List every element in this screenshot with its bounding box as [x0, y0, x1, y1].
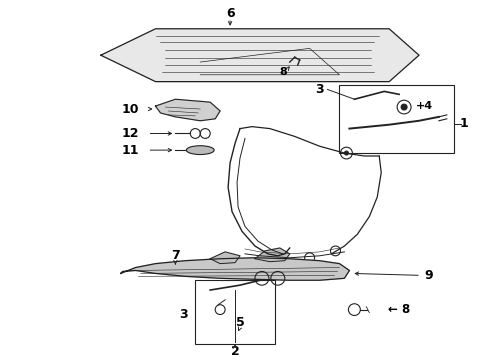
Text: 2: 2	[231, 345, 240, 358]
Text: 7: 7	[171, 249, 180, 262]
Text: 10: 10	[122, 103, 139, 116]
Text: 1: 1	[460, 117, 468, 130]
Bar	[340, 85, 454, 153]
Bar	[196, 280, 275, 344]
Circle shape	[344, 151, 348, 155]
Text: 5: 5	[236, 316, 245, 329]
Ellipse shape	[186, 146, 214, 154]
Text: 3: 3	[315, 83, 324, 96]
Text: 6: 6	[226, 6, 234, 20]
Text: ← 8: ← 8	[388, 303, 410, 316]
Polygon shape	[210, 252, 240, 264]
Text: 11: 11	[122, 144, 139, 157]
Polygon shape	[101, 29, 419, 82]
Polygon shape	[255, 248, 290, 262]
Polygon shape	[155, 99, 220, 121]
Text: +4: +4	[416, 101, 433, 111]
Circle shape	[401, 104, 407, 110]
Text: 3: 3	[179, 308, 188, 321]
Polygon shape	[121, 258, 349, 280]
Text: 8: 8	[279, 67, 287, 77]
Text: 12: 12	[122, 127, 139, 140]
Text: 9: 9	[425, 269, 433, 282]
